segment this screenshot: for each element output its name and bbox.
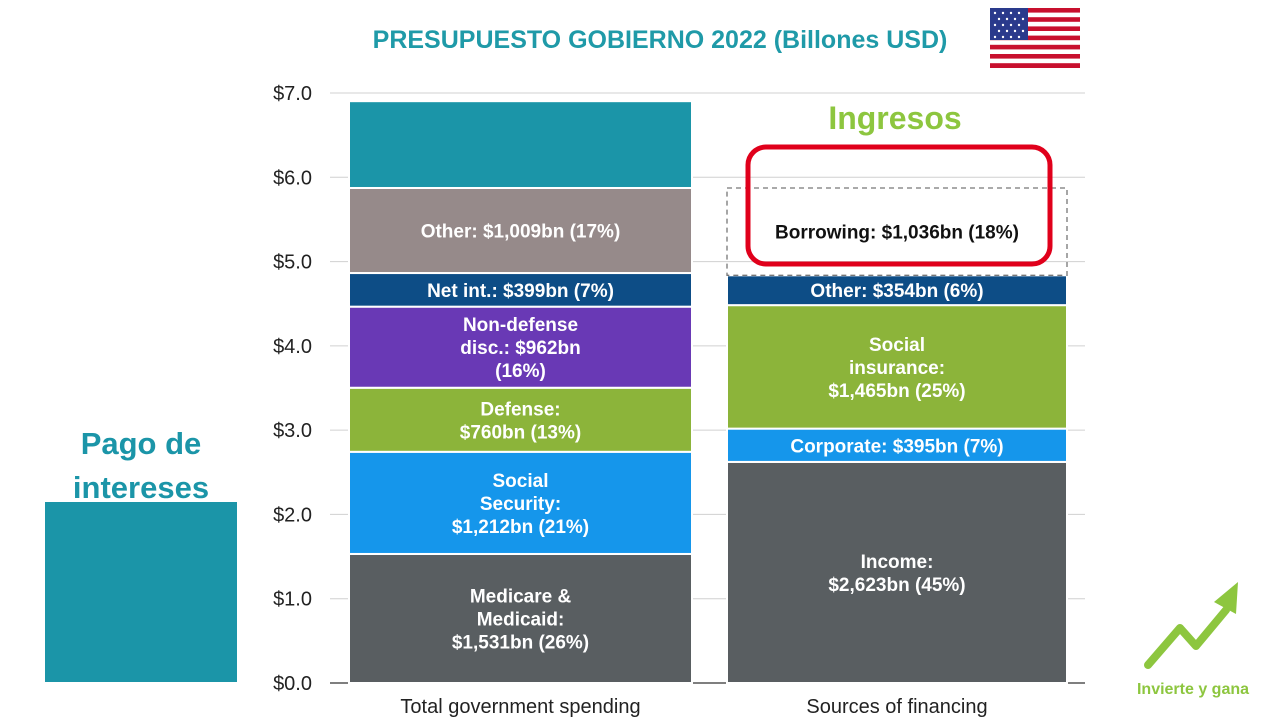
- bar-segment: [348, 450, 693, 555]
- segment-data-label: Security:: [480, 494, 561, 515]
- y-tick-label: $2.0: [273, 504, 312, 526]
- bar-segment: [726, 304, 1068, 430]
- segment-data-label: Social: [493, 471, 549, 492]
- segment-data-label: Income:: [861, 552, 934, 573]
- pago-line-1: Pago de: [80, 426, 202, 461]
- pago-intereses-swatch: [45, 502, 237, 682]
- y-tick-label: $6.0: [273, 167, 312, 189]
- segment-data-label: $2,623bn (45%): [828, 575, 965, 596]
- segment-data-label: Net int.: $399bn (7%): [427, 281, 614, 302]
- segment-data-label: (16%): [495, 361, 546, 382]
- us-flag-icon: [990, 8, 1080, 68]
- bar-segment: [726, 460, 1068, 684]
- segment-data-label: Other: $354bn (6%): [810, 281, 983, 302]
- bar-segment: [348, 305, 693, 389]
- segment-data-label: Non-defense: [463, 315, 578, 336]
- bar-segment: [348, 386, 693, 453]
- y-tick-label: $5.0: [273, 252, 312, 274]
- pago-line-2: intereses: [72, 470, 210, 505]
- segment-data-label: Corporate: $395bn (7%): [790, 436, 1003, 457]
- pago-intereses-label: Pago de intereses: [45, 422, 237, 510]
- bar-segment: [726, 427, 1068, 463]
- bar-segment: [348, 272, 693, 308]
- rising-arrow-icon: [1144, 582, 1238, 669]
- segment-data-label: $1,212bn (21%): [452, 517, 589, 538]
- x-category-label: Total government spending: [400, 696, 640, 718]
- segment-data-label: $1,465bn (25%): [828, 381, 965, 402]
- segment-data-label: Borrowing: $1,036bn (18%): [775, 223, 1019, 244]
- bar-segment: [348, 186, 693, 275]
- bar-segment: [726, 274, 1068, 307]
- y-tick-label: $4.0: [273, 336, 312, 358]
- segment-data-label: Social: [869, 335, 925, 356]
- chart-title: PRESUPUESTO GOBIERNO 2022 (Billones USD): [372, 26, 948, 54]
- bar-segment: [348, 100, 693, 189]
- brand-text: Invierte y gana: [1136, 681, 1250, 698]
- x-category-label: Sources of financing: [806, 696, 987, 718]
- y-tick-label: $1.0: [273, 589, 312, 611]
- bar-segment: [348, 552, 693, 684]
- segment-data-label: $760bn (13%): [460, 422, 581, 443]
- segment-data-label: disc.: $962bn: [460, 338, 580, 359]
- borrowing-highlight-box: [745, 144, 1053, 267]
- y-tick-label: $7.0: [273, 83, 312, 105]
- segment-data-label: Defense:: [480, 399, 560, 420]
- bar-segment-borrowing: [726, 187, 1068, 276]
- segment-data-label: Medicaid:: [477, 609, 565, 630]
- segment-data-label: Medicare &: [470, 586, 572, 607]
- y-tick-label: $3.0: [273, 420, 312, 442]
- segment-data-label: insurance:: [849, 358, 945, 379]
- ingresos-label: Ingresos: [828, 100, 962, 136]
- segment-data-label: $1,531bn (26%): [452, 632, 589, 653]
- segment-data-label: Other: $1,009bn (17%): [421, 222, 621, 243]
- y-tick-label: $0.0: [273, 673, 312, 695]
